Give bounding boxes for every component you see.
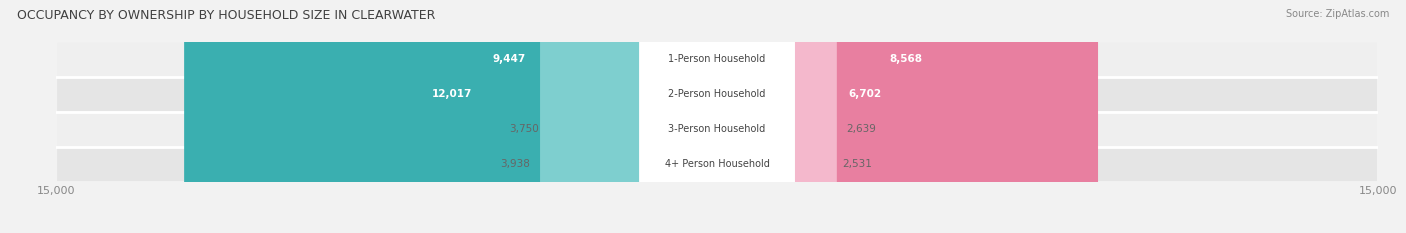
Text: 4+ Person Household: 4+ Person Household: [665, 159, 769, 169]
Text: 3-Person Household: 3-Person Household: [668, 124, 766, 134]
FancyBboxPatch shape: [58, 43, 1376, 76]
Text: 1-Person Household: 1-Person Household: [668, 55, 766, 64]
FancyBboxPatch shape: [713, 0, 837, 233]
FancyBboxPatch shape: [713, 0, 832, 233]
Text: 3,938: 3,938: [501, 159, 530, 169]
FancyBboxPatch shape: [640, 0, 794, 233]
FancyBboxPatch shape: [548, 0, 721, 233]
Text: 9,447: 9,447: [492, 55, 526, 64]
Text: 2-Person Household: 2-Person Household: [668, 89, 766, 99]
Text: 8,568: 8,568: [889, 55, 922, 64]
FancyBboxPatch shape: [58, 78, 1376, 111]
FancyBboxPatch shape: [640, 0, 794, 233]
FancyBboxPatch shape: [640, 0, 794, 233]
FancyBboxPatch shape: [640, 0, 794, 233]
FancyBboxPatch shape: [184, 0, 721, 233]
FancyBboxPatch shape: [540, 0, 721, 233]
Text: OCCUPANCY BY OWNERSHIP BY HOUSEHOLD SIZE IN CLEARWATER: OCCUPANCY BY OWNERSHIP BY HOUSEHOLD SIZE…: [17, 9, 436, 22]
FancyBboxPatch shape: [58, 113, 1376, 146]
FancyBboxPatch shape: [58, 147, 1376, 181]
Text: 3,750: 3,750: [509, 124, 538, 134]
FancyBboxPatch shape: [713, 0, 1017, 233]
Text: Source: ZipAtlas.com: Source: ZipAtlas.com: [1285, 9, 1389, 19]
Text: 6,702: 6,702: [848, 89, 882, 99]
Text: 2,639: 2,639: [846, 124, 876, 134]
FancyBboxPatch shape: [713, 0, 1098, 233]
Text: 2,531: 2,531: [842, 159, 872, 169]
Text: 12,017: 12,017: [432, 89, 472, 99]
FancyBboxPatch shape: [297, 0, 721, 233]
